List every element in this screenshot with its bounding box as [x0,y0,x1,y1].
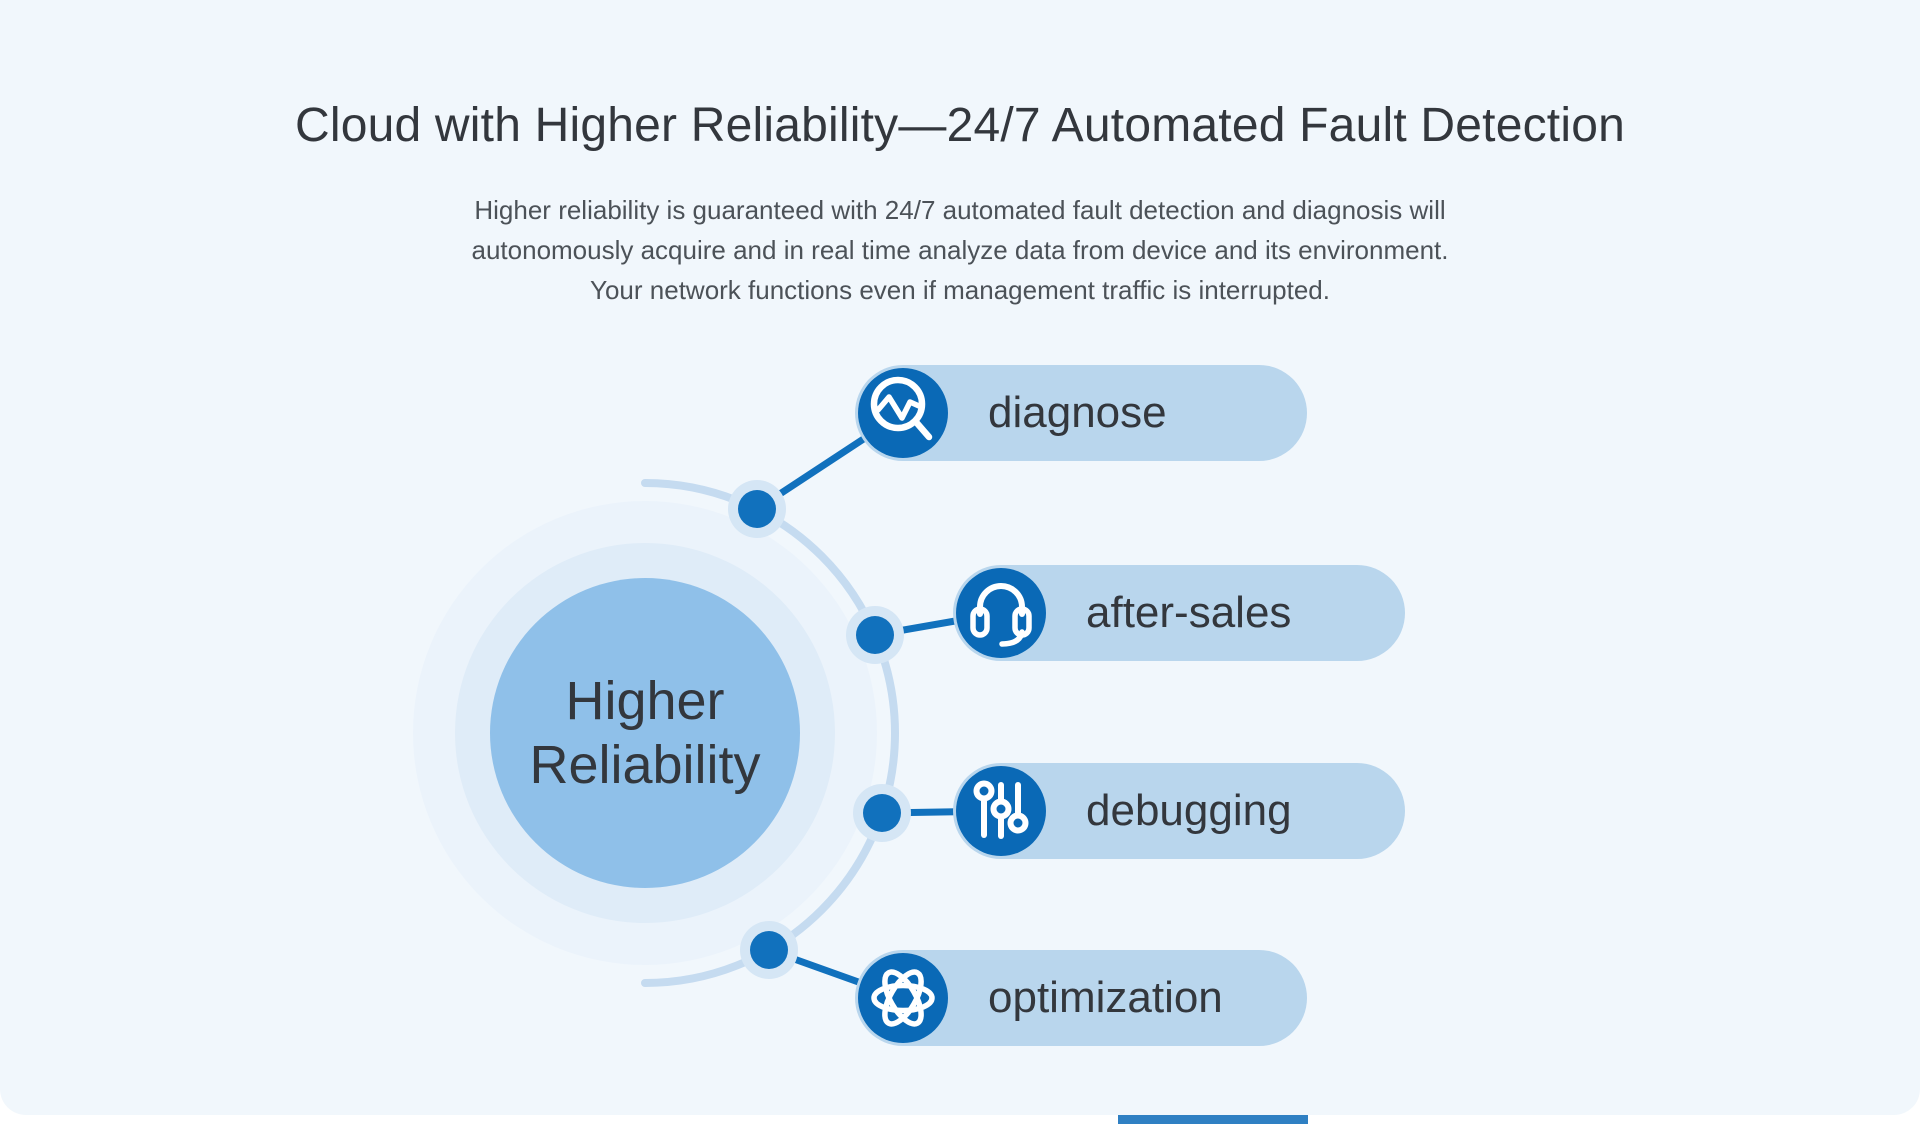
dot-optimization [750,931,788,969]
next-section-accent-bar [1118,1115,1308,1124]
page-title: Cloud with Higher Reliability—24/7 Autom… [294,99,1625,152]
center-circle-higher-reliability: Higher Reliability [490,578,800,888]
headset-icon [970,583,1032,647]
pill-after-sales: after-sales [953,565,1405,661]
pill-label-after-sales: after-sales [1086,588,1292,637]
center-label-line-1: Higher [565,671,725,731]
sliders-icon [973,780,1029,839]
magnifier-pulse-icon [870,376,933,441]
subtitle-line-2: autonomously acquire and in real time an… [471,235,1449,265]
pill-optimization: optimization [855,950,1307,1046]
diagnose-icon-circle [858,368,948,458]
after-sales-icon-circle [956,568,1046,658]
optimization-icon-circle [858,953,948,1043]
subtitle-line-3: Your network functions even if managemen… [590,275,1330,305]
pill-label-optimization: optimization [988,973,1223,1022]
pill-label-debugging: debugging [1086,786,1292,835]
atom-icon [871,969,935,1027]
pill-diagnose: diagnose [855,365,1307,461]
subtitle-line-1: Higher reliability is guaranteed with 24… [474,195,1446,225]
dot-after-sales [856,616,894,654]
dot-debugging [863,794,901,832]
dot-diagnose [738,490,776,528]
debugging-icon-circle [956,766,1046,856]
page-subtitle: Higher reliability is guaranteed with 24… [0,190,1920,310]
pill-debugging: debugging [953,763,1405,859]
pill-label-diagnose: diagnose [988,388,1167,437]
center-label-line-2: Reliability [529,735,761,795]
